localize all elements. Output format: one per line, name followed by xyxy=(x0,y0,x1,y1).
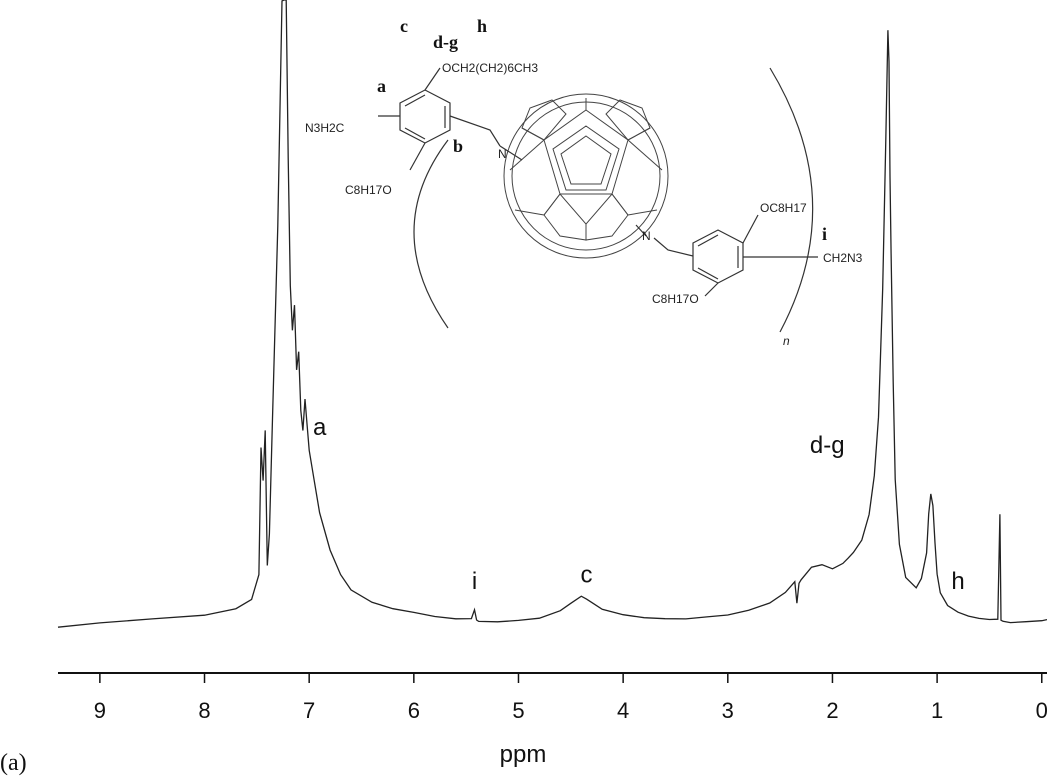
panel-label: (a) xyxy=(0,750,27,776)
x-tick-label-4: 4 xyxy=(617,698,629,723)
left-azidomethyl: N3H2C xyxy=(305,121,345,135)
fullerene-c60 xyxy=(499,93,669,259)
x-tick-label-0: 0 xyxy=(1036,698,1047,723)
spectrum-line-0 xyxy=(57,0,1047,628)
x-tick-label-3: 3 xyxy=(722,698,734,723)
x-tick-label-8: 8 xyxy=(198,698,210,723)
struct-label-dg: d-g xyxy=(433,32,458,52)
left-ring-bond-to-octyloxy xyxy=(409,142,426,171)
repeat-unit-n: n xyxy=(783,334,790,348)
peak-label-d-g: d-g xyxy=(810,432,845,459)
right-parenthesis xyxy=(769,67,814,333)
peak-annotations: a i c d-g h xyxy=(313,414,965,595)
peak-label-i: i xyxy=(472,568,477,595)
peak-label-a: a xyxy=(313,414,327,441)
nitrogen-2: N xyxy=(642,229,651,243)
nitrogen-1: N xyxy=(498,147,507,161)
x-axis-ticks xyxy=(99,673,1043,683)
left-ring-inner-bond-3 xyxy=(404,127,426,140)
struct-label-b: b xyxy=(453,136,463,156)
x-tick-label-2: 2 xyxy=(826,698,838,723)
top-alkoxy-chain: OCH2(CH2)6CH3 xyxy=(442,61,538,75)
x-tick-label-1: 1 xyxy=(931,698,943,723)
right-azidomethyl: CH2N3 xyxy=(823,251,863,265)
x-tick-label-7: 7 xyxy=(303,698,315,723)
left-benzene-ring xyxy=(399,89,451,144)
left-ring-bond-to-oxygen-top xyxy=(424,67,441,91)
left-parenthesis xyxy=(413,139,449,329)
x-axis-title: ppm xyxy=(500,741,547,768)
right-ring-inner-bond-1 xyxy=(697,234,719,247)
struct-label-c: c xyxy=(400,16,408,36)
x-tick-label-6: 6 xyxy=(408,698,420,723)
right-ring-bond-to-octyloxy xyxy=(704,282,719,297)
struct-label-a: a xyxy=(377,76,386,96)
peak-label-h: h xyxy=(951,568,964,595)
right-ring-inner-bond-3 xyxy=(697,267,719,280)
left-ring-inner-bond-1 xyxy=(404,94,426,107)
struct-label-i: i xyxy=(822,224,827,244)
peak-label-c: c xyxy=(581,561,593,588)
spectrum-series xyxy=(57,0,1047,628)
struct-label-h: h xyxy=(477,16,487,36)
left-ring-ch2-to-n xyxy=(449,115,501,147)
x-tick-label-5: 5 xyxy=(512,698,524,723)
right-octyloxy-top: OC8H17 xyxy=(760,201,807,215)
right-ring-bond-to-oxygen-top xyxy=(742,214,759,244)
left-octyloxy: C8H17O xyxy=(345,183,392,197)
right-benzene-ring xyxy=(692,229,744,284)
x-axis-tick-labels: 9 8 7 6 5 4 3 2 1 0 xyxy=(94,698,1047,723)
right-octyloxy-bottom: C8H17O xyxy=(652,292,699,306)
chemical-structure: c d-g h a b i OCH2(CH2)6CH3 N3H2C C8H17O… xyxy=(305,16,863,348)
x-tick-label-9: 9 xyxy=(94,698,106,723)
right-n-to-ch2 xyxy=(653,237,694,257)
